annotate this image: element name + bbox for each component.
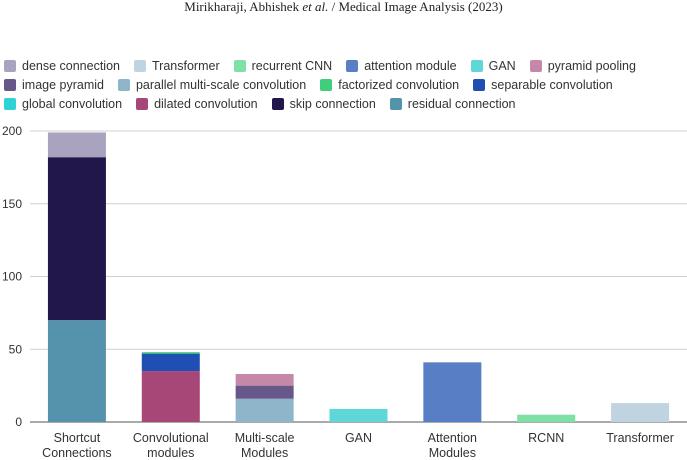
header-authors: Mirikharaji, Abhishek	[184, 0, 303, 14]
bar-segment-separable-convolution	[141, 353, 200, 372]
y-tick-label: 200	[2, 124, 22, 138]
legend-item-transformer: Transformer	[134, 59, 220, 73]
bar-segment-residual-connection	[47, 320, 106, 422]
legend-swatch	[117, 78, 130, 91]
y-tick-label: 50	[9, 342, 23, 356]
header-et-al: et al.	[302, 0, 329, 14]
chart-legend: dense connection Transformer recurrent CNN…	[4, 56, 687, 113]
x-tick-label: GAN	[345, 431, 372, 445]
legend-label: attention module	[364, 58, 457, 73]
legend-label: pyramid pooling	[547, 58, 636, 73]
legend-swatch	[346, 59, 359, 72]
legend-label: recurrent CNN	[251, 58, 333, 73]
legend-swatch	[529, 59, 542, 72]
legend-row: global convolution dilated convolution ski…	[4, 94, 687, 113]
legend-label: global convolution	[22, 96, 123, 111]
legend-swatch	[233, 59, 246, 72]
legend-swatch	[4, 59, 16, 72]
bar-segment-gan	[329, 408, 388, 422]
legend-item-pyramid-pooling: pyramid pooling	[529, 58, 636, 73]
bar-segment-factorized-convolution	[141, 352, 200, 354]
running-header: Mirikharaji, Abhishek et al. / Medical I…	[0, 0, 687, 22]
legend-swatch	[470, 59, 483, 72]
x-tick-label: modules	[147, 446, 194, 460]
legend-item-dense-connection: dense connection	[4, 59, 120, 73]
x-tick-label: Attention	[428, 431, 477, 445]
y-tick-label: 150	[2, 197, 22, 211]
x-tick-label: Shortcut	[54, 431, 101, 445]
x-tick-label: Transformer	[606, 431, 674, 445]
x-tick-label: Convolutional	[133, 431, 209, 445]
legend-swatch	[134, 59, 146, 72]
legend-swatch	[389, 97, 402, 110]
legend-swatch	[271, 97, 284, 110]
legend-item-residual-connection: residual connection	[389, 96, 516, 111]
bar-segment-pyramid-pooling	[235, 373, 294, 386]
legend-item-recurrent-cnn: recurrent CNN	[233, 58, 333, 73]
bar-segment-transformer	[611, 403, 670, 422]
legend-item-gan: GAN	[470, 58, 516, 73]
legend-label: separable convolution	[491, 77, 613, 92]
legend-label: residual connection	[407, 96, 516, 111]
legend-label: dilated convolution	[154, 96, 258, 111]
legend-label: parallel multi-scale convolution	[135, 77, 307, 92]
x-tick-label: RCNN	[528, 431, 564, 445]
legend-item-attention-module: attention module	[346, 58, 457, 73]
legend-row: image pyramid parallel multi-scale convol…	[4, 75, 687, 94]
bar-segment-dense-connection	[47, 132, 106, 158]
legend-item-image-pyramid: image pyramid	[4, 78, 104, 92]
y-tick-label: 100	[2, 270, 22, 284]
legend-swatch	[4, 78, 16, 91]
x-tick-label: Modules	[241, 446, 288, 460]
bar-segment-dilated-convolution	[141, 371, 200, 422]
legend-item-separable-convolution: separable convolution	[473, 78, 613, 92]
y-tick-label: 0	[15, 415, 22, 429]
legend-item-dilated-convolution: dilated convolution	[136, 97, 258, 111]
legend-label: GAN	[488, 58, 516, 73]
bar-segment-attention-module	[423, 362, 482, 422]
legend-item-factorized-convolution: factorized convolution	[320, 78, 459, 92]
legend-label: image pyramid	[22, 77, 104, 92]
legend-swatch	[136, 97, 149, 110]
header-journal: / Medical Image Analysis (2023)	[328, 0, 503, 14]
x-tick-label: Connections	[42, 446, 112, 460]
bar-segment-parallel-multi-scale-convolution	[235, 398, 294, 422]
legend-item-skip-connection: skip connection	[271, 96, 376, 111]
legend-swatch	[473, 78, 486, 91]
bar-segment-image-pyramid	[235, 385, 294, 399]
legend-label: factorized convolution	[338, 77, 460, 92]
legend-item-global-convolution: global convolution	[4, 97, 122, 111]
legend-item-parallel-multi-scale-convolution: parallel multi-scale convolution	[117, 77, 307, 92]
legend-label: skip connection	[289, 96, 376, 111]
legend-label: dense connection	[22, 58, 120, 73]
legend-swatch	[4, 97, 16, 110]
bar-segment-skip-connection	[47, 157, 106, 321]
legend-row: dense connection Transformer recurrent CNN…	[4, 56, 687, 75]
legend-label: Transformer	[152, 58, 220, 73]
bar-segment-recurrent-cnn	[517, 414, 576, 422]
legend-swatch	[320, 78, 333, 91]
x-tick-label: Modules	[429, 446, 476, 460]
x-tick-label: Multi-scale	[235, 431, 295, 445]
